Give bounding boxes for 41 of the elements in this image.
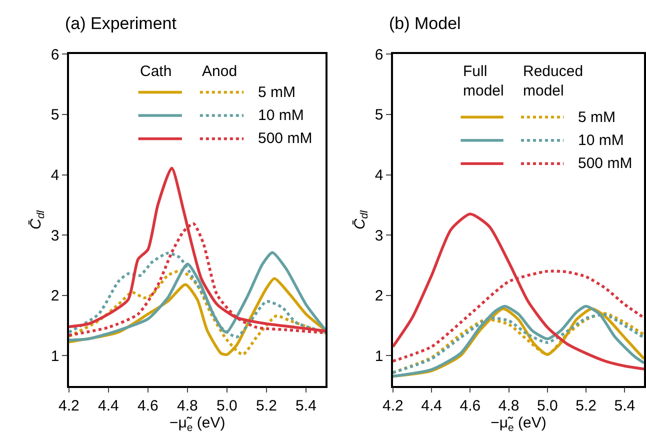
x-tick-label: 5.4 — [296, 398, 316, 415]
annotation: Anod — [202, 63, 238, 80]
x-axis-title: −μ̃$_{e}$ (eV) — [490, 414, 546, 434]
y-tick-label: 4 — [50, 167, 60, 184]
y-tick-label: 1 — [374, 348, 384, 365]
annotation: Cath — [140, 63, 172, 80]
y-tick-label: 5 — [374, 106, 384, 124]
y-tick-label: 1 — [50, 348, 60, 365]
y-tick-label: 3 — [374, 227, 384, 244]
chart-title: (a) Experiment — [65, 14, 177, 33]
annotation: Reduced model — [523, 63, 584, 100]
x-tick-label: 5.0 — [537, 398, 558, 415]
y-tick-label: 2 — [50, 288, 60, 305]
x-tick-label: 4.6 — [138, 398, 158, 415]
legend-label: 500 mM — [258, 130, 312, 147]
x-axis-title: −μ̃$_{e}$ (eV) — [169, 414, 226, 434]
x-tick-label: 4.2 — [382, 398, 404, 415]
x-tick-label: 5.2 — [576, 398, 596, 415]
y-tick-label: 6 — [374, 46, 384, 64]
legend-label: 10 mM — [578, 132, 624, 149]
x-tick-label: 4.8 — [498, 398, 520, 415]
x-tick-label: 5.0 — [216, 398, 238, 415]
legend-label: 5 mM — [258, 84, 296, 101]
x-tick-label: 4.8 — [177, 398, 198, 415]
legend-label: 10 mM — [258, 107, 304, 124]
x-tick-label: 5.2 — [256, 398, 277, 415]
y-tick-label: 3 — [50, 227, 60, 244]
x-tick-label: 4.2 — [58, 398, 80, 415]
legend-label: 5 mM — [578, 109, 616, 126]
y-tick-label: 6 — [50, 46, 60, 64]
x-tick-label: 4.6 — [460, 398, 481, 415]
annotation: Full model — [463, 63, 504, 100]
legend-label: 500 mM — [578, 155, 632, 172]
x-tick-label: 4.4 — [98, 398, 119, 415]
chart-title: (b) Model — [389, 14, 461, 33]
y-tick-label: 5 — [50, 106, 60, 124]
y-tick-label: 4 — [374, 167, 384, 184]
y-tick-label: 2 — [374, 288, 384, 305]
line-series — [392, 212, 644, 370]
x-tick-label: 4.4 — [421, 398, 442, 415]
x-tick-label: 5.4 — [614, 398, 636, 415]
